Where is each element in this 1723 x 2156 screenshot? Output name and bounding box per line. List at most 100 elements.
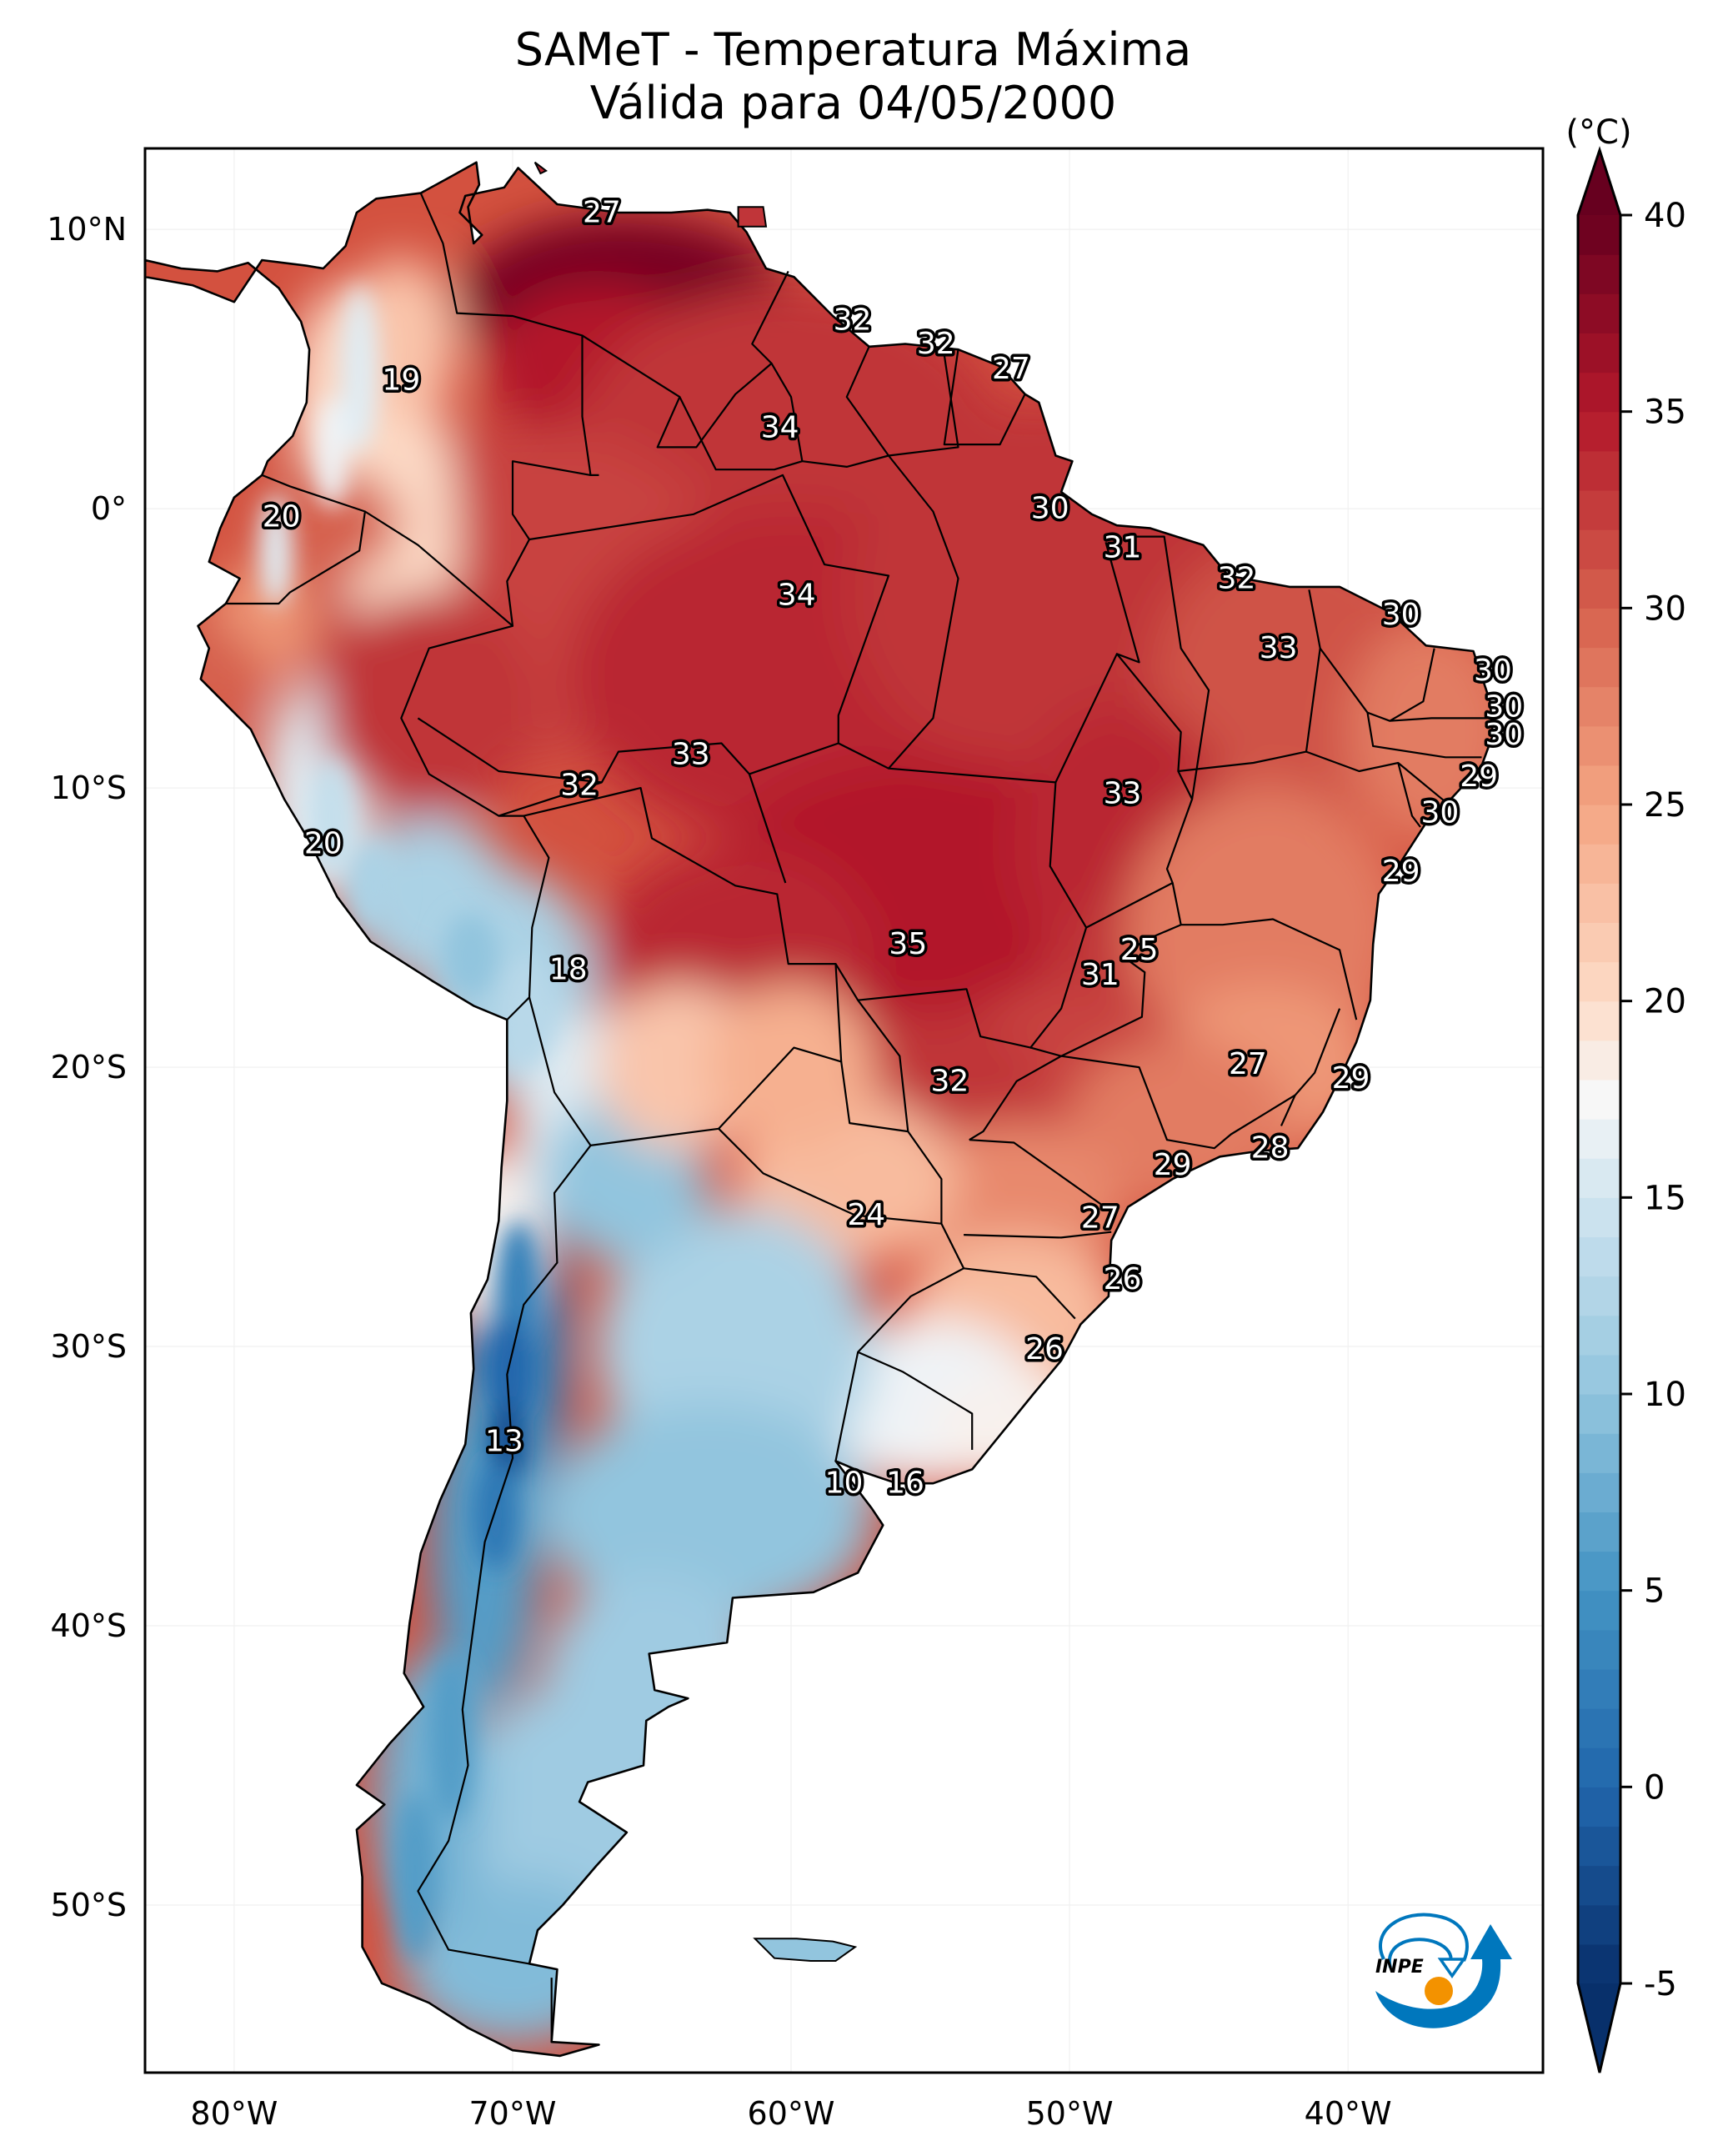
border-line (963, 1267, 1076, 1320)
x-tick-label: 60°W (748, 2095, 835, 2132)
colorbar-step (1578, 1904, 1620, 1945)
chart-title-line1: SAMeT - Temperatura Máxima (514, 23, 1192, 76)
field-cell (707, 983, 875, 1151)
colorbar-tick-label: 20 (1644, 983, 1686, 1021)
colorbar-step (1578, 1629, 1620, 1670)
temperature-label: 27 (992, 352, 1030, 386)
border-line (419, 193, 599, 476)
border-line (1390, 717, 1493, 722)
axes-frame (143, 147, 1545, 2074)
temperature-label: 30 (1485, 689, 1523, 724)
x-tick-label: 40°W (1305, 2095, 1392, 2132)
field-cell (258, 494, 293, 607)
y-tick-label: 10°S (51, 770, 127, 806)
colorbar-step (1578, 1943, 1620, 1984)
colorbar-step (1578, 1433, 1620, 1473)
colorbar-tick-label: 15 (1644, 1179, 1686, 1217)
colorbar-step (1578, 1551, 1620, 1592)
border-line (225, 474, 366, 605)
chart-title-line2: Válida para 04/05/2000 (589, 77, 1117, 129)
y-tick-label: 50°S (51, 1887, 127, 1923)
colorbar-step (1578, 883, 1620, 923)
colorbar-step (1578, 1708, 1620, 1748)
logo-swirl-outer (1378, 1913, 1469, 1962)
field-cell (473, 1458, 518, 1571)
temperature-label: 35 (889, 927, 927, 961)
temperature-label: 28 (1251, 1131, 1290, 1166)
field-fine-detail (258, 285, 555, 1962)
x-tick-label: 80°W (190, 2095, 278, 2132)
colorbar-step (1578, 844, 1620, 884)
temperature-label: 16 (886, 1467, 924, 1501)
y-tick-label: 0° (91, 490, 127, 527)
field-cell (540, 1402, 875, 1627)
colorbar-tick-label: 30 (1644, 589, 1686, 628)
colorbar-tick-label: 0 (1644, 1768, 1665, 1807)
border-line (834, 454, 1088, 1049)
border-line (679, 396, 803, 471)
colorbar: (°C) -5 0 5 10 15 20 25 30 35 40 (1565, 113, 1686, 2073)
field-cell (339, 285, 379, 454)
colorbar-step (1578, 1276, 1620, 1316)
temperature-label: 19 (382, 364, 420, 398)
border-line (857, 1000, 909, 1132)
field-cell (393, 1793, 438, 1962)
border-line (498, 781, 603, 817)
temperature-label: 33 (1104, 776, 1142, 810)
colorbar-steps (1578, 215, 1620, 1984)
logo-orange-dot-icon (1425, 1977, 1453, 2005)
colorbar-step (1578, 805, 1620, 845)
temperature-label: 29 (1154, 1148, 1192, 1182)
colorbar-step (1578, 1354, 1620, 1395)
colorbar-step (1578, 765, 1620, 805)
colorbar-step (1578, 1747, 1620, 1787)
temperature-label: 30 (1031, 492, 1069, 526)
colorbar-step (1578, 1236, 1620, 1277)
border-line (838, 742, 889, 770)
border-line (1280, 1008, 1341, 1126)
logo-swirl-inner (1387, 1938, 1453, 1968)
colorbar-step (1578, 293, 1620, 333)
colorbar-step (1578, 1668, 1620, 1709)
colorbar-extend-max (1578, 150, 1620, 215)
colorbar-tick-label: 5 (1644, 1572, 1665, 1611)
temperature-label: 27 (583, 196, 621, 230)
temperature-label: 33 (672, 737, 710, 771)
border-line (943, 349, 1026, 446)
colorbar-step (1578, 1394, 1620, 1434)
temperature-label: 34 (761, 410, 799, 444)
temperature-label: 10 (825, 1467, 864, 1501)
field-cell (351, 844, 396, 928)
temperature-label: 31 (1081, 958, 1119, 992)
colorbar-tick-label: -5 (1644, 1965, 1677, 2003)
logo-arrow-down-icon (1437, 1958, 1467, 1979)
temperature-label: 29 (1460, 760, 1498, 794)
logo-text: INPE (1375, 1957, 1424, 1978)
temperature-label: 32 (560, 768, 599, 802)
temperature-label: 27 (1081, 1201, 1119, 1235)
temperature-label: 25 (1120, 933, 1159, 967)
colorbar-step (1578, 686, 1620, 727)
y-tick-label: 30°S (51, 1328, 127, 1365)
chart-title: SAMeT - Temperatura Máxima Válida para 0… (0, 23, 1723, 130)
colorbar-tick-label: 35 (1644, 394, 1686, 432)
temperature-label: 26 (1025, 1332, 1064, 1366)
temperature-label: 27 (1229, 1047, 1267, 1081)
y-tick-label: 20°S (51, 1049, 127, 1086)
colorbar-unit-label: (°C) (1565, 113, 1631, 152)
colorbar-step (1578, 1787, 1620, 1828)
logo-arrow-up-icon (1375, 1924, 1512, 2028)
border-line (417, 1145, 592, 1965)
temperature-label: 26 (1104, 1262, 1142, 1296)
colorbar-tick-label: 10 (1644, 1376, 1686, 1414)
border-line (1124, 535, 1210, 800)
temperature-label: 30 (1485, 718, 1523, 752)
country-state-borders (225, 193, 1493, 2043)
temperature-label: 13 (485, 1424, 523, 1458)
colorbar-tick-label: 25 (1644, 786, 1686, 825)
temperature-label: 32 (917, 327, 955, 361)
colorbar-step (1578, 372, 1620, 413)
border-line (1171, 882, 1358, 1020)
colorbar-step (1578, 333, 1620, 374)
